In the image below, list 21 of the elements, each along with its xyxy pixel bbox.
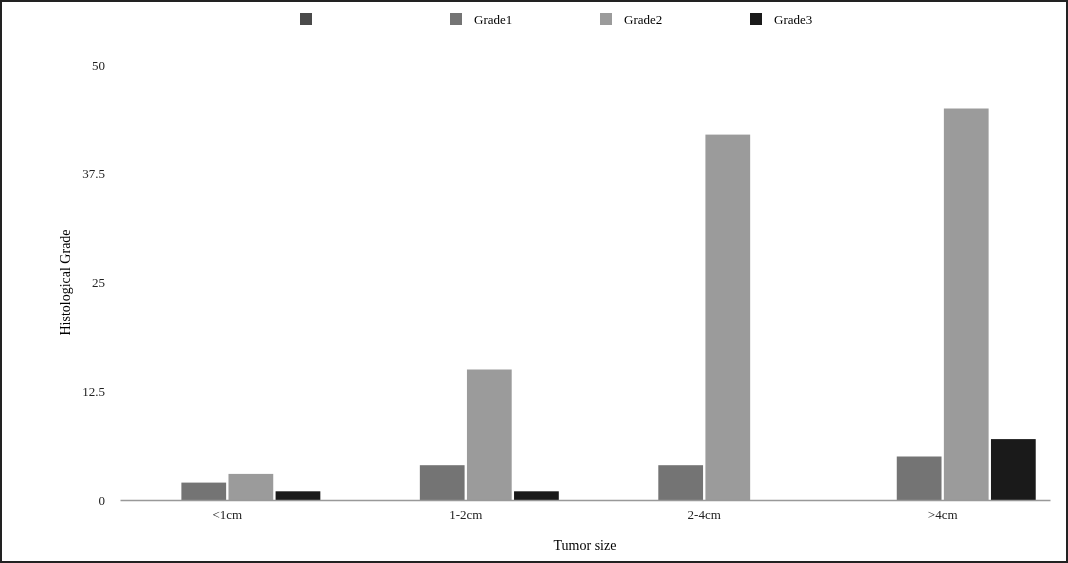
x-axis-title: Tumor size — [553, 538, 617, 553]
x-tick-label: 1-2cm — [449, 507, 483, 523]
bar — [896, 456, 942, 500]
bar — [658, 465, 704, 500]
y-tick-label: 50 — [92, 57, 105, 73]
legend-label: Grade3 — [774, 12, 813, 27]
bar — [990, 439, 1036, 500]
bar — [514, 491, 559, 500]
x-tick-label: <1cm — [212, 507, 243, 523]
y-tick-label: 37.5 — [82, 166, 105, 182]
bar — [181, 482, 227, 500]
bar — [275, 491, 321, 500]
legend-label: Grade2 — [624, 12, 663, 27]
y-tick-label: 25 — [92, 275, 105, 291]
legend-label: Grade1 — [474, 12, 513, 27]
bar — [419, 465, 465, 500]
x-tick-label: >4cm — [927, 507, 958, 523]
y-tick-label: 0 — [98, 492, 105, 508]
y-axis-title: Histological Grade — [58, 229, 73, 336]
y-tick-label: 12.5 — [82, 383, 105, 399]
x-tick-label: 2-4cm — [687, 507, 721, 523]
